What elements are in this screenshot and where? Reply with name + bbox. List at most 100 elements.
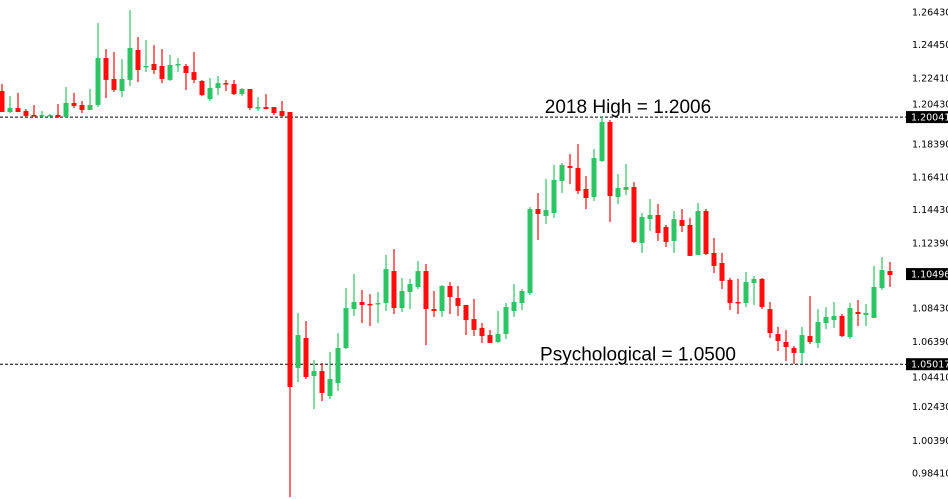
bearish-candle bbox=[575, 144, 581, 195]
candle-body bbox=[287, 112, 293, 388]
bearish-candle bbox=[391, 249, 397, 314]
candle-body bbox=[599, 122, 605, 162]
bearish-candle bbox=[775, 326, 781, 351]
bullish-candle bbox=[143, 39, 149, 73]
y-tick-label: 1.12390 bbox=[912, 238, 948, 249]
bearish-candle bbox=[367, 294, 373, 326]
candle-body bbox=[543, 210, 549, 216]
y-tick-label: 1.18390 bbox=[912, 140, 948, 151]
candle-body bbox=[551, 179, 557, 213]
candle-body bbox=[71, 102, 77, 106]
candle-body bbox=[199, 80, 205, 96]
candle-body bbox=[279, 111, 285, 116]
candle-body bbox=[311, 371, 317, 376]
candle-body bbox=[663, 226, 669, 242]
y-tick-label: 1.24450 bbox=[912, 40, 948, 51]
bearish-candle bbox=[423, 263, 429, 346]
bullish-candle bbox=[351, 274, 357, 316]
candle-body bbox=[247, 88, 253, 109]
candle-body bbox=[175, 63, 181, 66]
candle-body bbox=[359, 301, 365, 305]
candle-body bbox=[7, 108, 13, 113]
candle-body bbox=[879, 270, 885, 288]
candle-body bbox=[575, 167, 581, 191]
candle-body bbox=[23, 111, 29, 116]
candle-body bbox=[95, 58, 101, 105]
candle-body bbox=[119, 78, 125, 91]
bearish-candle bbox=[279, 100, 285, 117]
candle-body bbox=[727, 279, 733, 303]
candle-body bbox=[367, 303, 373, 306]
bullish-candle bbox=[255, 97, 261, 112]
bearish-candle bbox=[447, 282, 453, 314]
candle-body bbox=[263, 107, 269, 110]
candle-body bbox=[455, 298, 461, 306]
y-tick-label: 1.20430 bbox=[912, 100, 948, 111]
bullish-candle bbox=[751, 275, 757, 305]
bullish-candle bbox=[799, 326, 805, 364]
bullish-candle bbox=[87, 88, 93, 111]
candle-body bbox=[415, 271, 421, 288]
candle-body bbox=[751, 278, 757, 284]
bearish-candle bbox=[31, 104, 37, 117]
annotation-label: Psychological = 1.0500 bbox=[540, 344, 736, 365]
candle-body bbox=[863, 312, 869, 315]
bearish-candle bbox=[567, 153, 573, 185]
bearish-candle bbox=[711, 237, 717, 274]
price-tag-label: 1.05017 bbox=[911, 360, 948, 371]
candle-body bbox=[823, 316, 829, 324]
bullish-candle bbox=[695, 202, 701, 255]
y-tick-label: 1.06390 bbox=[912, 337, 948, 348]
bullish-candle bbox=[119, 59, 125, 98]
y-tick-label: 1.02430 bbox=[912, 402, 948, 413]
candle-body bbox=[447, 286, 453, 298]
candle-body bbox=[399, 290, 405, 309]
candle-body bbox=[855, 312, 861, 314]
bearish-candle bbox=[151, 45, 157, 75]
bullish-candle bbox=[207, 77, 213, 101]
candle-body bbox=[319, 371, 325, 393]
candle-body bbox=[111, 78, 117, 90]
bullish-candle bbox=[439, 285, 445, 317]
bearish-candle bbox=[631, 182, 637, 243]
price-tag-label: 1.20041 bbox=[911, 113, 948, 124]
bearish-candle bbox=[687, 217, 693, 256]
candle-body bbox=[815, 322, 821, 343]
price-tag-bg bbox=[906, 358, 948, 371]
bearish-candle bbox=[15, 92, 21, 113]
bearish-candle bbox=[735, 278, 741, 314]
bullish-candle bbox=[743, 272, 749, 308]
candle-body bbox=[767, 309, 773, 334]
candle-body bbox=[783, 341, 789, 348]
candle-body bbox=[439, 286, 445, 312]
bullish-candle bbox=[879, 257, 885, 290]
bullish-candle bbox=[831, 301, 837, 328]
candle-body bbox=[407, 284, 413, 292]
candle-body bbox=[343, 308, 349, 349]
bearish-candle bbox=[759, 277, 765, 310]
bullish-candle bbox=[295, 312, 301, 383]
candle-body bbox=[55, 114, 61, 117]
bearish-candle bbox=[135, 37, 141, 83]
bullish-candle bbox=[215, 75, 221, 96]
bullish-candle bbox=[495, 311, 501, 343]
candle-body bbox=[479, 327, 485, 337]
candle-body bbox=[431, 309, 437, 312]
bearish-candle bbox=[607, 120, 613, 223]
candle-body bbox=[839, 315, 845, 337]
bearish-candle bbox=[0, 84, 5, 113]
candle-body bbox=[207, 87, 213, 100]
bullish-candle bbox=[39, 111, 45, 117]
bearish-candle bbox=[471, 299, 477, 337]
candle-body bbox=[375, 302, 381, 305]
bullish-candle bbox=[311, 360, 317, 410]
candle-body bbox=[463, 304, 469, 321]
candle-body bbox=[519, 290, 525, 303]
bullish-candle bbox=[343, 287, 349, 350]
bearish-candle bbox=[583, 175, 589, 210]
bearish-candle bbox=[303, 321, 309, 379]
candle-body bbox=[559, 164, 565, 181]
candle-body bbox=[223, 83, 229, 85]
candle-body bbox=[607, 122, 613, 197]
